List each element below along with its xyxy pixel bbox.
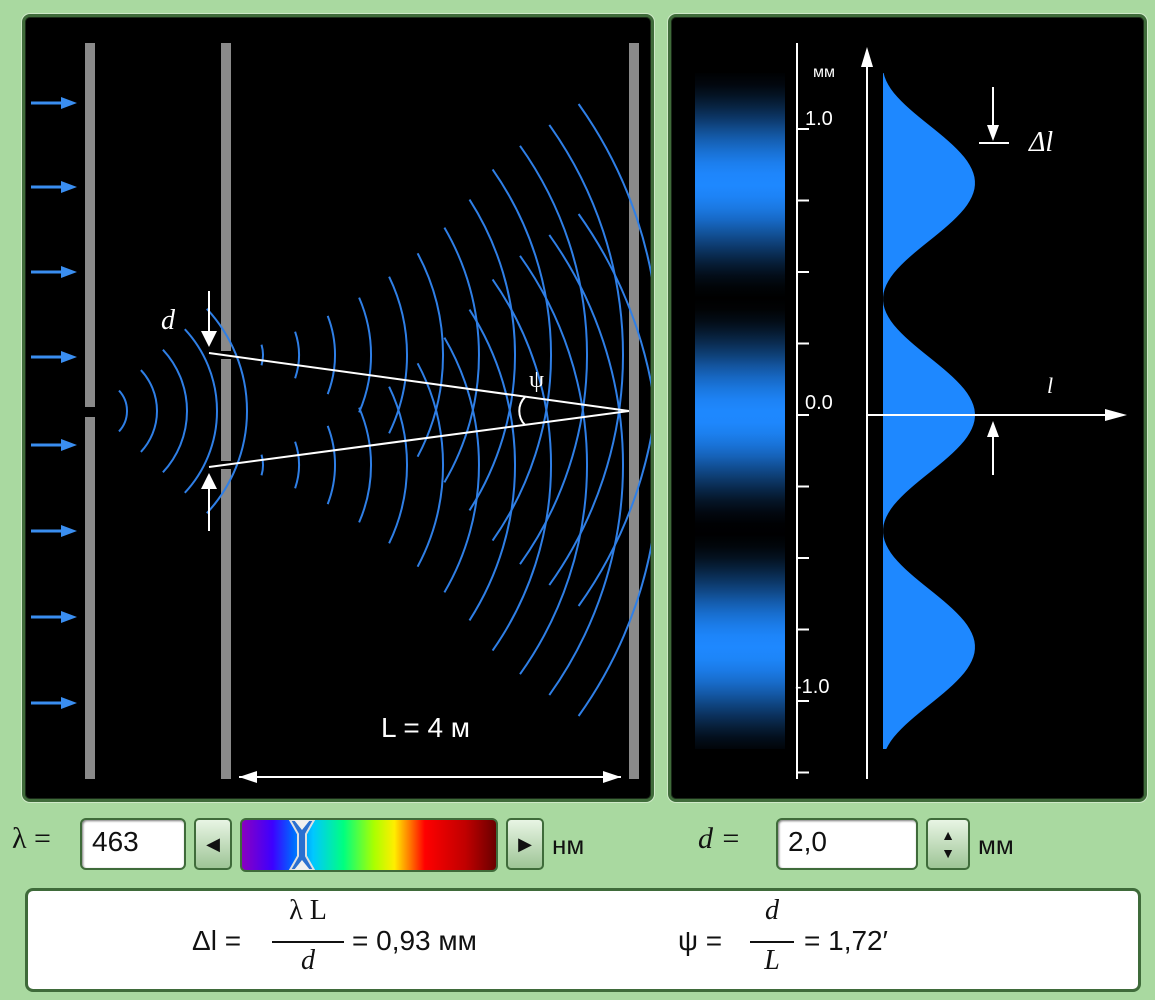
first-barrier-top [85,43,95,407]
fringe-formula-result: = 0,93 мм [352,925,477,956]
scale-ticks [797,128,809,774]
experiment-panel: ψ d L = 4 м [22,14,654,802]
wavelength-input[interactable]: 463 [80,818,186,870]
light-arrow-head [61,439,77,451]
angle-formula-numerator: d [765,895,779,926]
slit-width-unit: мм [978,830,1014,860]
light-arrow-head [61,611,77,623]
distance-label: L = 4 м [381,712,470,743]
axis-unit-label: мм [813,64,835,81]
incoming-light-arrows [31,97,77,709]
angle-formula-denominator: L [764,945,780,976]
wave-arc [519,255,588,675]
wavelength-label: λ = [12,822,51,855]
light-arrow-head [61,181,77,193]
ray-lower [208,410,630,468]
fringe-pattern [695,73,785,749]
wavelength-spectrum-slider[interactable] [240,818,498,872]
tick-label-top: 1.0 [805,108,833,130]
wavelength-increase-button[interactable]: ▶ [506,818,544,870]
delta-arrow-top-head [987,125,999,141]
wave-arc [443,337,480,593]
angle-formula-result: = 1,72′ [804,925,888,956]
wave-arc [519,145,588,565]
wave-arc [294,441,300,489]
slider-thumb[interactable] [242,820,496,870]
light-arrow-head [61,266,77,278]
slit-width-input[interactable]: 2,0 [776,818,918,870]
light-arrow-head [61,697,77,709]
fringe-fraction-bar [272,941,344,943]
experiment-canvas: ψ d L = 4 м [31,43,651,783]
intensity-axis-arrow [861,47,873,67]
pattern-canvas: 1.0 0.0 -1.0 мм l Δl [695,43,1127,779]
d-arrow-bottom-head [201,473,217,489]
triangle-right-icon: ▶ [518,833,532,854]
horizontal-axis-arrow [1105,409,1127,421]
wave-arc [548,234,625,696]
fringe-formula-numerator: λ L [289,895,327,926]
wave-arc [491,168,552,542]
wave-arc [260,454,264,476]
formula-panel: Δl = λ L d = 0,93 мм ψ = d L = 1,72′ [25,888,1141,992]
wave-arc [388,276,408,434]
slit-width-label: d = [698,822,741,855]
wave-arc [443,227,480,483]
slit-distance-label: d [161,305,176,336]
wave-arc [416,362,445,568]
wave-arc [491,278,552,652]
slit-width-stepper[interactable]: ▲ ▼ [926,818,970,870]
wave-arc [358,297,373,413]
wave-arc [468,199,517,511]
screen-barrier [629,43,639,779]
wave-arc [577,213,651,717]
fringe-width-label: Δl [1028,127,1053,158]
first-barrier-bottom [85,417,95,779]
wave-arc [326,315,337,395]
second-barrier-top[interactable] [221,43,231,351]
stepper-down-icon[interactable]: ▼ [941,845,955,861]
triangle-left-icon: ◀ [206,833,220,854]
stepper-up-icon[interactable]: ▲ [941,827,955,843]
distance-arrow-right [603,771,621,783]
wave-arc [326,425,337,505]
wave-arc [140,369,158,453]
x-axis-label: l [1047,373,1053,398]
distance-arrow-left [239,771,257,783]
wave-arc [294,331,300,379]
wave-arc [118,389,129,433]
wavelength-unit: нм [552,830,585,860]
light-arrow-head [61,351,77,363]
angle-formula-lhs: ψ = [678,925,723,956]
wave-arc [577,103,651,607]
wave-arc [416,252,445,458]
wave-arc [468,309,517,621]
ray-upper [208,352,630,412]
tick-label-bottom: -1.0 [795,676,829,698]
tick-label-zero: 0.0 [805,392,833,414]
angle-arc [518,396,526,426]
intensity-curve [883,73,975,749]
light-arrow-head [61,97,77,109]
wave-arc [260,344,264,366]
wave-arc [388,386,408,544]
wave-arc [358,407,373,523]
fringe-formula-denominator: d [301,945,315,976]
second-barrier-bottom[interactable] [221,469,231,779]
wave-arc [548,124,625,586]
d-arrow-top-head [201,331,217,347]
angle-fraction-bar [750,941,794,943]
wave-arc [206,308,248,514]
fringe-formula-lhs: Δl = [192,925,242,956]
angle-label: ψ [529,367,544,393]
wavelength-decrease-button[interactable]: ◀ [194,818,232,870]
wave-arc [184,328,218,494]
wave-arc [162,349,189,473]
pattern-panel: 1.0 0.0 -1.0 мм l Δl [668,14,1147,802]
delta-arrow-bottom-head [987,421,999,437]
second-barrier-middle[interactable] [221,359,231,461]
light-arrow-head [61,525,77,537]
wavefronts [118,103,651,717]
